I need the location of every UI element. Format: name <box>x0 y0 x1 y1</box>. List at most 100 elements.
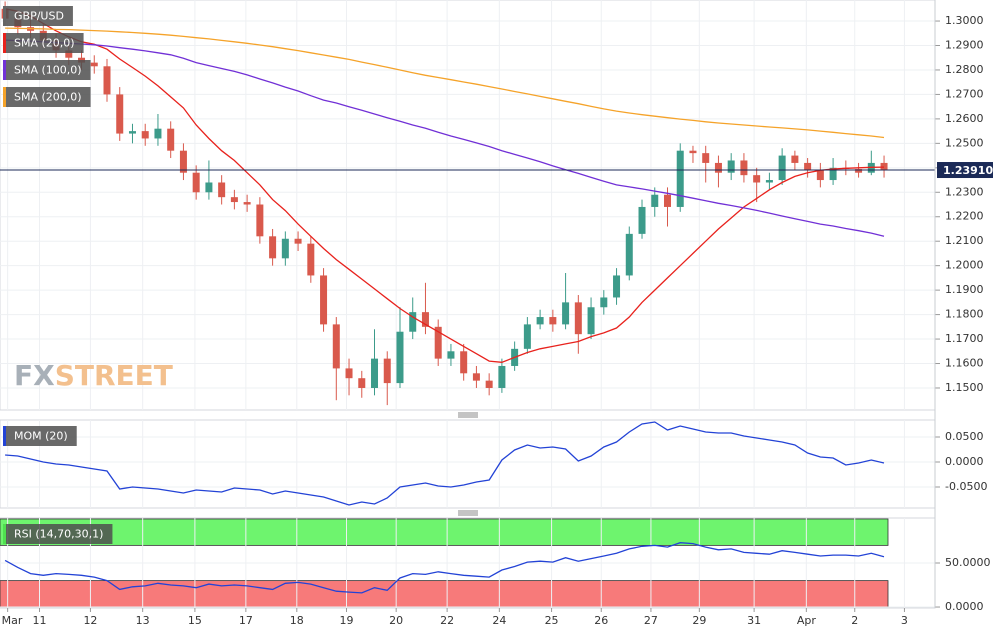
x-tick-label: 19 <box>339 614 353 627</box>
y-tick-label: 1.2500 <box>945 136 984 149</box>
candle-body <box>829 167 837 181</box>
legend-box <box>3 33 84 53</box>
x-tick-label: 26 <box>594 614 608 627</box>
candle-body <box>396 331 404 384</box>
x-tick-label: 24 <box>492 614 506 627</box>
y-tick-label: 1.1800 <box>945 308 984 321</box>
candle-body <box>625 233 633 276</box>
candle-body <box>269 236 277 259</box>
y-tick-label: 1.2800 <box>945 63 984 76</box>
candle-body <box>218 182 226 198</box>
y-tick-label: 1.2900 <box>945 39 984 52</box>
legend-box <box>3 524 113 544</box>
candle-body <box>103 66 111 95</box>
indicator-line <box>4 8 885 363</box>
x-tick-label: 3 <box>901 614 908 627</box>
candle-body <box>230 197 238 203</box>
candle-body <box>90 62 98 67</box>
candle-body <box>523 324 531 349</box>
y-tick-label: 1.2200 <box>945 210 984 223</box>
y-tick-label: 1.2300 <box>945 185 984 198</box>
candle-body <box>663 194 671 207</box>
legend-label: MOM (20) <box>14 430 68 443</box>
x-tick-label: 18 <box>290 614 304 627</box>
legend-box <box>3 60 91 80</box>
legend-swatch <box>3 60 6 80</box>
legend-label: RSI (14,70,30,1) <box>14 528 103 541</box>
candle-body <box>536 317 544 325</box>
x-tick-label: 12 <box>83 614 97 627</box>
candle-body <box>192 172 200 193</box>
watermark-fx: FX <box>14 359 55 392</box>
y-tick-label: 1.2700 <box>945 87 984 100</box>
y-tick-label: 0.0500 <box>945 430 984 443</box>
legend-swatch <box>3 33 6 53</box>
y-tick-label: 0.0000 <box>945 600 984 613</box>
candle-body <box>332 324 340 369</box>
candle-body <box>778 155 786 181</box>
candle-body <box>447 351 455 359</box>
candle-body <box>676 150 684 207</box>
x-tick-label: 15 <box>188 614 202 627</box>
rsi-band <box>0 518 889 546</box>
candle-body <box>689 150 697 154</box>
x-tick-label: 29 <box>692 614 706 627</box>
candle-body <box>281 238 289 259</box>
candle-body <box>154 128 162 139</box>
y-tick-label: 1.2600 <box>945 112 984 125</box>
x-tick-label: 13 <box>136 614 150 627</box>
candle-body <box>613 275 621 298</box>
watermark: FXSTREET <box>14 359 173 392</box>
indicator-line <box>5 27 885 139</box>
candle-body <box>371 358 379 388</box>
candle-body <box>791 155 799 163</box>
candle-body <box>549 317 557 325</box>
candle-body <box>320 275 328 325</box>
legend-label: GBP/USD <box>14 10 64 23</box>
candle-body <box>765 180 773 183</box>
legend-box <box>3 426 77 446</box>
x-tick-label: Apr <box>797 614 817 627</box>
candle-body <box>855 169 863 173</box>
indicator-line <box>5 39 885 237</box>
indicator-line <box>5 421 885 506</box>
y-tick-label: 0.0000 <box>945 455 984 468</box>
candle-body <box>358 378 366 388</box>
x-tick-label: 20 <box>389 614 403 627</box>
candle-body <box>294 238 302 244</box>
candle-body <box>307 243 315 276</box>
x-tick-label: 22 <box>440 614 454 627</box>
candle-body <box>141 131 149 139</box>
candle-body <box>116 94 124 134</box>
y-tick-label: 1.1600 <box>945 357 984 370</box>
price-label-box <box>937 162 993 179</box>
panel-background <box>0 0 936 411</box>
y-tick-label: 1.1900 <box>945 283 984 296</box>
x-tick-label: 17 <box>239 614 253 627</box>
x-tick-label: 31 <box>747 614 761 627</box>
y-tick-label: 1.1700 <box>945 332 984 345</box>
candle-body <box>714 162 722 173</box>
indicator-line <box>4 542 885 594</box>
legend-box <box>3 6 73 26</box>
legend-label: SMA (200,0) <box>14 91 82 104</box>
candle-body <box>421 312 429 327</box>
candle-body <box>167 128 175 151</box>
candle-body <box>345 368 353 379</box>
candle-body <box>740 160 748 176</box>
candle-body <box>638 206 646 234</box>
y-tick-label: -0.0500 <box>945 480 987 493</box>
candle-body <box>383 358 391 384</box>
y-tick-label: 50.0000 <box>945 556 991 569</box>
legend-swatch <box>3 524 6 544</box>
y-tick-label: 1.2000 <box>945 259 984 272</box>
x-tick-label: Mar <box>2 614 23 627</box>
x-tick-label: 27 <box>644 614 658 627</box>
legend-swatch <box>3 87 6 107</box>
candle-body <box>727 160 735 173</box>
candle-body <box>498 365 506 388</box>
candle-body <box>409 312 417 332</box>
candle-body <box>243 202 251 205</box>
y-tick-label: 1.3000 <box>945 14 984 27</box>
y-tick-label: 1.1500 <box>945 381 984 394</box>
